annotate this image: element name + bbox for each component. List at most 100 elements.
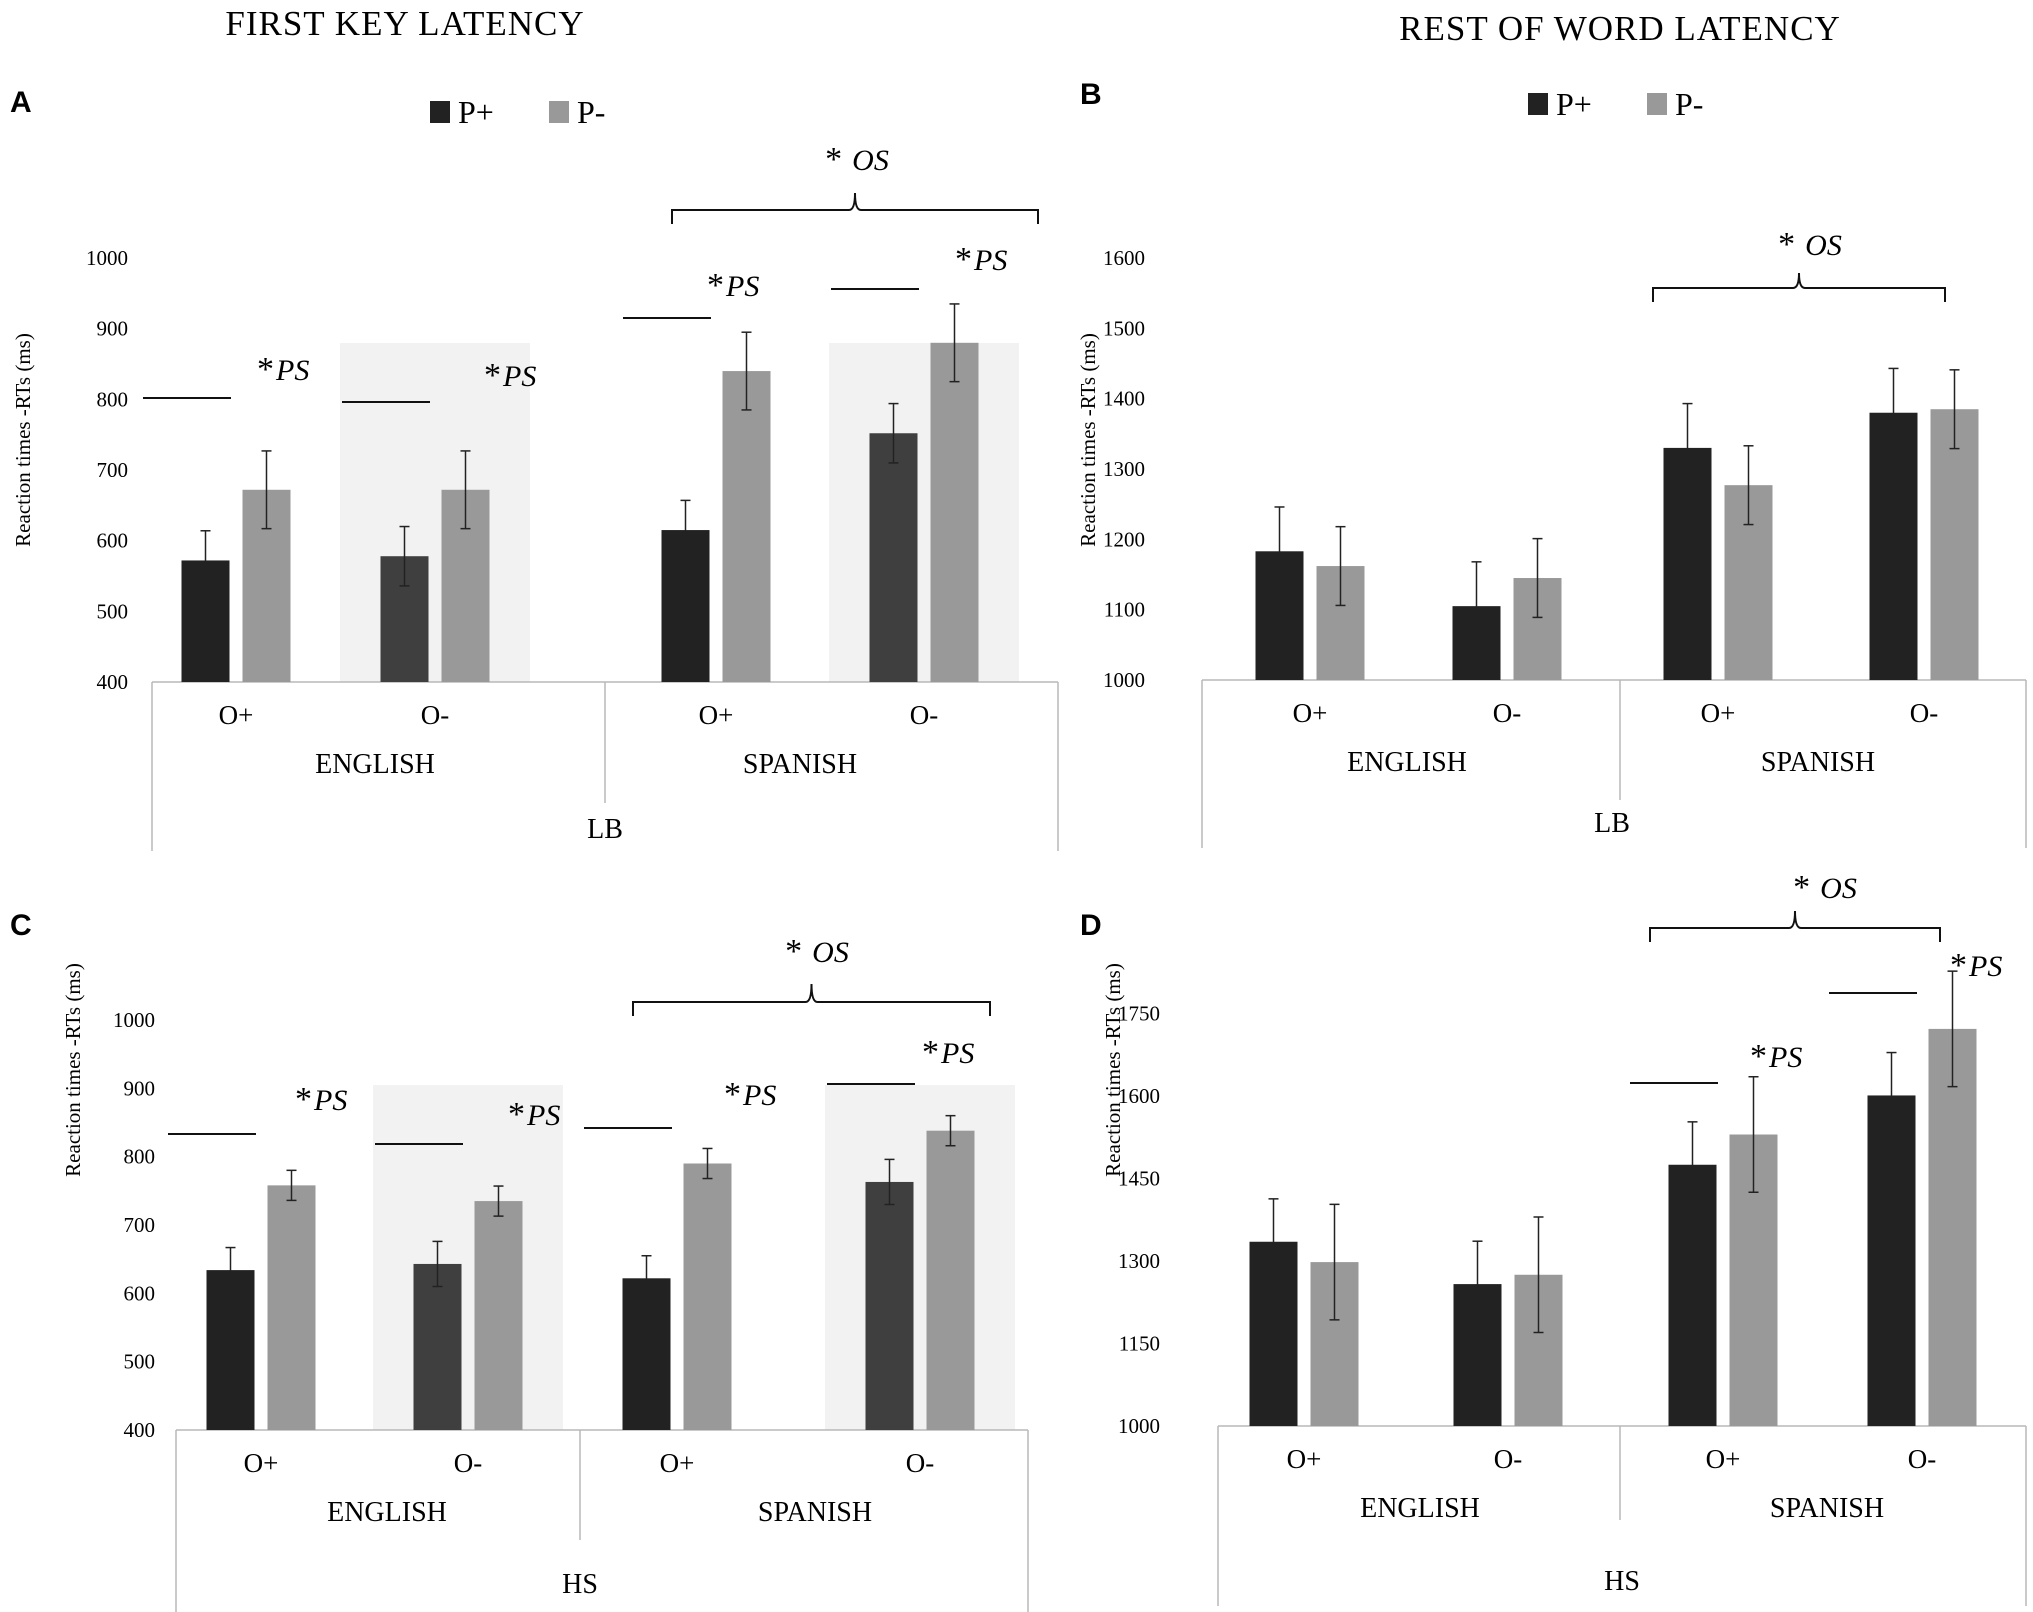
bar-p-minus [926, 1130, 975, 1430]
significance-brace [671, 192, 1039, 224]
panels-layer: A P+ P- 400 500 600 700 800 900 1000 Reaction time… [10, 78, 2027, 1612]
significance-label-ps: *PS [508, 1096, 560, 1133]
language-label: SPANISH [1761, 747, 1875, 778]
category-label: O+ [1287, 1444, 1322, 1474]
y-axis-label: Reaction times -RTs (ms) [11, 333, 35, 547]
language-label: ENGLISH [327, 1497, 447, 1528]
language-label: ENGLISH [1360, 1493, 1480, 1524]
significance-brace [632, 983, 991, 1016]
legend-swatch-p-minus [1647, 93, 1667, 115]
significance-label-os: * OS [785, 933, 849, 970]
category-label: O+ [699, 700, 734, 730]
significance-label-ps: *PS [295, 1081, 347, 1118]
y-tick-label: 500 [124, 1350, 156, 1374]
significance-label-ps: *PS [955, 241, 1007, 278]
legend-label: P- [577, 94, 605, 130]
bar-p-minus [930, 342, 979, 682]
legend-label: P+ [1556, 86, 1592, 122]
category-shade [373, 1085, 563, 1430]
category-label: O+ [1706, 1444, 1741, 1474]
category-label: O+ [244, 1448, 279, 1478]
y-tick-label: 1150 [1119, 1332, 1160, 1356]
significance-label-ps: *PS [257, 351, 309, 388]
y-tick-label: 1100 [1104, 598, 1145, 622]
category-shade [340, 343, 530, 682]
bar-p-plus [206, 1270, 255, 1430]
group-label: LB [587, 814, 623, 845]
bar-p-plus [1867, 1095, 1916, 1426]
significance-label-ps: *PS [724, 1076, 776, 1113]
y-tick-label: 1000 [113, 1008, 155, 1032]
y-tick-label: 1750 [1118, 1002, 1160, 1026]
y-tick-label: 600 [97, 529, 129, 553]
bar-p-plus [622, 1278, 671, 1430]
y-tick-label: 1300 [1103, 457, 1145, 481]
y-tick-label: 900 [124, 1076, 156, 1100]
legend-label: P- [1675, 86, 1703, 122]
significance-brace [1652, 272, 1946, 302]
significance-label-ps: *PS [1750, 1038, 1802, 1075]
bar-p-minus [267, 1185, 316, 1430]
significance-label-os: * OS [1793, 869, 1857, 906]
category-label: O- [1494, 1444, 1523, 1474]
y-tick-label: 1400 [1103, 387, 1145, 411]
language-label: SPANISH [743, 749, 857, 780]
y-tick-label: 1600 [1118, 1084, 1160, 1108]
panel-letter: D [1080, 909, 1102, 942]
significance-label-os: * OS [1778, 226, 1842, 263]
significance-label-ps: *PS [484, 357, 536, 394]
y-tick-label: 800 [97, 387, 129, 411]
panel-a: A P+ P- 400 500 600 700 800 900 1000 Reaction time… [10, 86, 1059, 851]
legend-label: P+ [458, 94, 494, 130]
category-label: O- [1908, 1444, 1937, 1474]
legend-swatch-p-plus [1528, 93, 1548, 115]
significance-label-os: * OS [825, 141, 889, 178]
y-tick-label: 500 [97, 599, 129, 623]
category-label: O+ [660, 1448, 695, 1478]
bar-p-plus [413, 1263, 462, 1430]
bar-p-plus [865, 1181, 914, 1430]
group-label: LB [1594, 808, 1630, 839]
category-label: O- [910, 700, 939, 730]
category-label: O- [454, 1448, 483, 1478]
significance-label-ps: *PS [707, 267, 759, 304]
y-tick-label: 600 [124, 1281, 156, 1305]
bar-p-minus [474, 1201, 523, 1430]
y-tick-label: 1000 [1103, 668, 1145, 692]
bar-p-minus [722, 371, 771, 682]
y-axis-label: Reaction times -RTs (ms) [1076, 333, 1100, 547]
y-tick-label: 800 [124, 1145, 156, 1169]
y-tick-label: 1000 [86, 246, 128, 270]
y-tick-label: 1450 [1118, 1167, 1160, 1191]
group-label: HS [1604, 1566, 1640, 1597]
category-label: O- [1493, 698, 1522, 728]
category-shade [825, 1085, 1015, 1430]
y-tick-label: 1500 [1103, 316, 1145, 340]
category-label: O+ [1293, 698, 1328, 728]
bar-p-minus [683, 1163, 732, 1430]
category-shade [829, 343, 1019, 682]
language-label: ENGLISH [1347, 747, 1467, 778]
column-title-rest-of-word: REST OF WORD LATENCY [1399, 9, 1841, 48]
category-label: O- [1910, 698, 1939, 728]
bar-p-plus [869, 433, 918, 682]
panel-letter: C [10, 909, 32, 942]
y-axis-label: Reaction times -RTs (ms) [1101, 963, 1125, 1177]
category-label: O- [421, 700, 450, 730]
column-title-first-key: FIRST KEY LATENCY [225, 4, 584, 43]
significance-label-ps: *PS [922, 1034, 974, 1071]
panel-b: B P+ P- 1000 1100 1200 1300 1400 1500 1600 Reactio… [1076, 78, 2027, 848]
significance-brace [1649, 910, 1941, 942]
significance-label-ps: *PS [1950, 947, 2002, 984]
y-tick-label: 700 [124, 1213, 156, 1237]
legend-swatch-p-minus [549, 101, 569, 123]
panel-c: C 400 500 600 700 800 900 1000 Reaction times -R… [10, 909, 1029, 1612]
panel-letter: B [1080, 78, 1102, 111]
language-label: SPANISH [758, 1497, 872, 1528]
legend-swatch-p-plus [430, 101, 450, 123]
y-tick-label: 400 [124, 1418, 156, 1442]
y-tick-label: 900 [97, 317, 129, 341]
y-tick-label: 1000 [1118, 1414, 1160, 1438]
y-axis-label: Reaction times -RTs (ms) [61, 963, 85, 1177]
